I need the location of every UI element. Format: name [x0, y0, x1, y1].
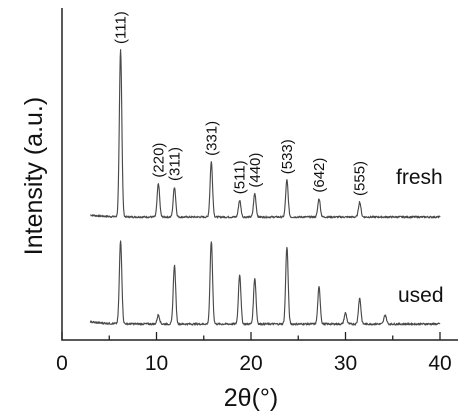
series-line-used [89, 240, 441, 326]
peak-label: (511) [232, 160, 249, 194]
series [89, 49, 441, 326]
peak-label: (440) [247, 153, 264, 188]
ticks: 0 10 20 30 40 [56, 332, 452, 375]
series-label-used: used [398, 284, 444, 307]
labels: 2θ(°) Intensity (a.u.) fresh (111) (220) (311… [20, 11, 444, 412]
peak-label: (642) [311, 158, 328, 193]
x-tick-label: 0 [56, 352, 68, 375]
peak-label: (220) [150, 143, 167, 178]
x-tick-label: 30 [334, 352, 357, 375]
x-tick-label: 20 [239, 352, 262, 375]
peak-label: (533) [279, 139, 296, 174]
x-tick-label: 40 [428, 352, 451, 375]
peak-label: (331) [203, 121, 220, 156]
x-axis-title: 2θ(°) [224, 384, 278, 412]
peak-label: (311) [166, 147, 183, 181]
peak-label: (111) [113, 11, 130, 44]
y-axis-title: Intensity (a.u.) [20, 97, 48, 255]
peak-label: (555) [352, 161, 369, 196]
x-tick-label: 10 [145, 352, 168, 375]
series-label-fresh: fresh [396, 166, 443, 189]
series-line-fresh [90, 49, 441, 219]
